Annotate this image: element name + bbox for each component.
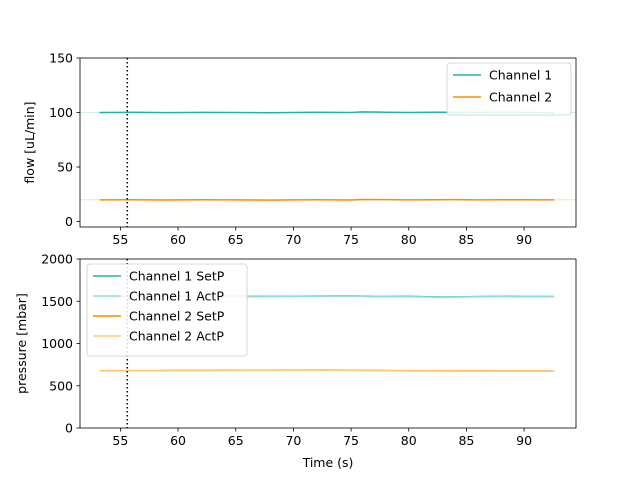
y-tick-label: 2000: [41, 252, 73, 267]
y-tick-label: 100: [49, 105, 73, 120]
y-tick-label: 1500: [41, 294, 73, 309]
legend-label: Channel 2: [489, 90, 552, 105]
x-tick-label: 75: [343, 232, 359, 247]
y-tick-label: 0: [65, 214, 73, 229]
series-line-2: [99, 198, 555, 201]
legend-label: Channel 1: [489, 68, 552, 83]
x-axis-label: Time (s): [302, 455, 354, 470]
x-tick-label: 75: [343, 433, 359, 448]
pressure-subplot: 55 60 65 70 75 80 85 90 0 500 1000 1500 2000 pressure…: [14, 252, 577, 470]
legend-label: Channel 1 ActP: [129, 289, 224, 304]
y-tick-label: 1000: [41, 336, 73, 351]
x-tick-label: 70: [285, 433, 301, 448]
axes-frame: [79, 57, 577, 228]
legend-box: [446, 62, 572, 116]
x-tick-label: 65: [228, 232, 244, 247]
legend-box: [86, 263, 248, 357]
legend-label: Channel 2 ActP: [129, 329, 224, 344]
flow-subplot: 55 60 65 70 75 80 85 90 0 50 100 150 flow [uL/min] Ch…: [22, 51, 577, 247]
x-tick-label: 90: [516, 232, 532, 247]
x-tick-label: 80: [401, 232, 417, 247]
x-tick-label: 80: [401, 433, 417, 448]
legend-label: Channel 1 SetP: [129, 269, 225, 284]
legend: Channel 1 SetP Channel 1 ActP Channel 2 Se…: [86, 263, 248, 357]
y-axis-label: flow [uL/min]: [22, 101, 37, 183]
series-line-4: [99, 369, 555, 372]
x-tick-label: 70: [285, 232, 301, 247]
y-tick-label: 500: [49, 378, 73, 393]
legend-label: Channel 2 SetP: [129, 309, 225, 324]
y-tick-label: 0: [65, 421, 73, 436]
x-tick-label: 60: [170, 433, 186, 448]
x-tick-label: 85: [458, 433, 474, 448]
x-tick-label: 90: [516, 433, 532, 448]
y-tick-label: 50: [57, 160, 73, 175]
y-axis-label: pressure [mbar]: [14, 293, 29, 394]
x-tick-label: 55: [112, 232, 128, 247]
x-tick-label: 65: [228, 433, 244, 448]
x-tick-label: 85: [458, 232, 474, 247]
x-tick-label: 60: [170, 232, 186, 247]
x-tick-label: 55: [112, 433, 128, 448]
y-tick-label: 150: [49, 51, 73, 66]
legend: Channel 1 Channel 2: [446, 62, 572, 116]
